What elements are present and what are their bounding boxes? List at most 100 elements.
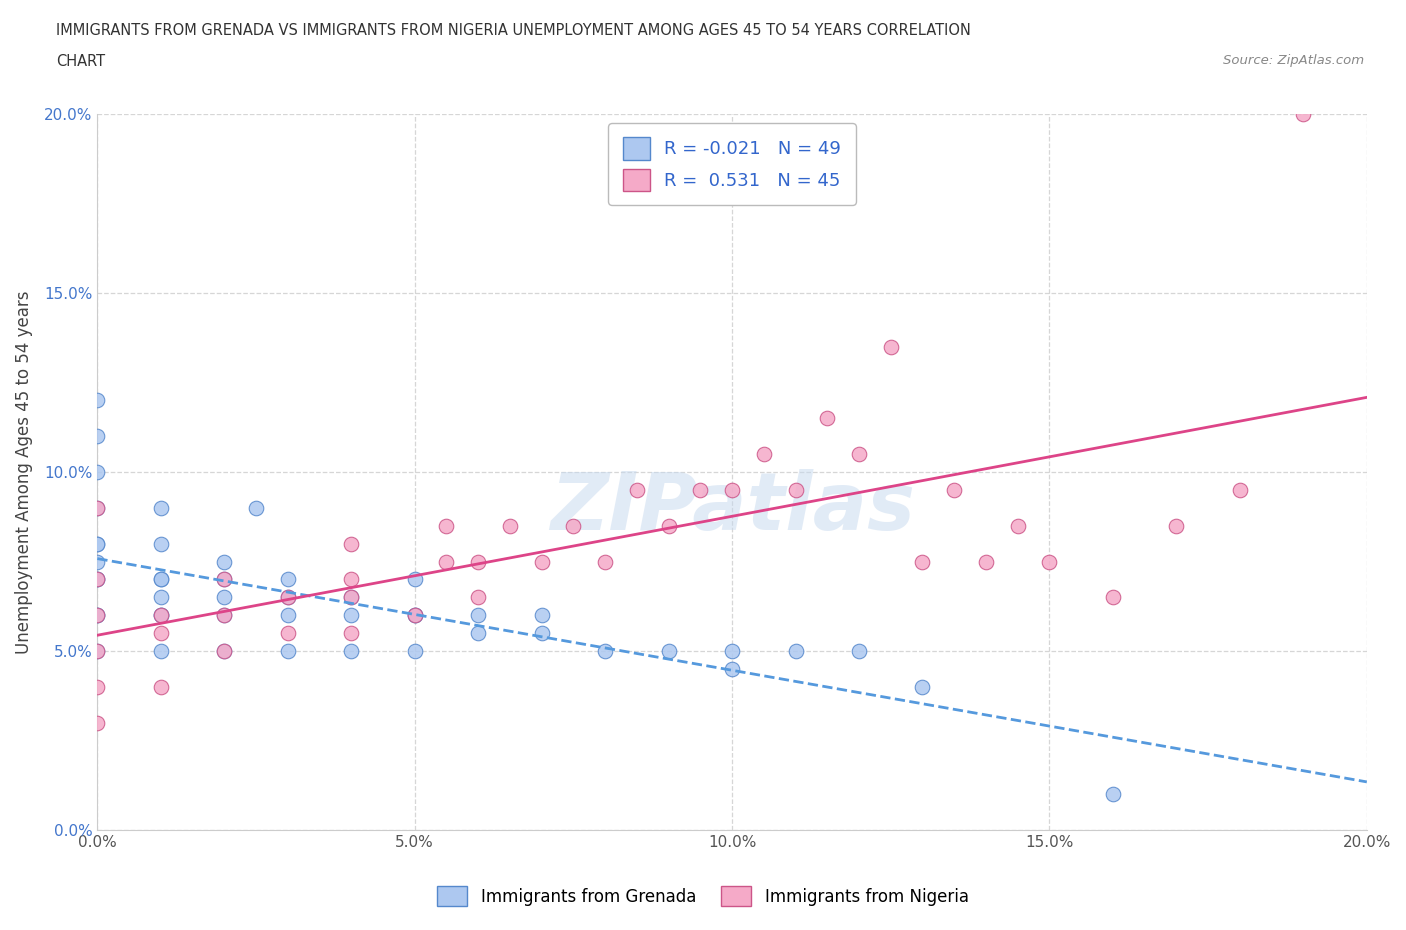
Point (752, 446, 775, 461)
Point (340, 590, 363, 604)
Point (149, 537, 172, 551)
Point (277, 590, 299, 604)
Point (436, 518, 458, 533)
Point (340, 537, 363, 551)
Point (785, 644, 807, 658)
Point (214, 572, 236, 587)
Point (277, 572, 299, 587)
Point (404, 572, 426, 587)
Point (86, 680, 108, 695)
Point (86, 572, 108, 587)
Point (86, 644, 108, 658)
Point (340, 572, 363, 587)
Point (277, 644, 299, 658)
Text: Source: ZipAtlas.com: Source: ZipAtlas.com (1223, 54, 1364, 67)
Point (214, 644, 236, 658)
Point (277, 626, 299, 641)
Point (86, 429, 108, 444)
Point (149, 680, 172, 695)
Point (149, 626, 172, 641)
Point (86, 608, 108, 623)
Point (149, 572, 172, 587)
Point (404, 608, 426, 623)
Y-axis label: Unemployment Among Ages 45 to 54 years: Unemployment Among Ages 45 to 54 years (15, 290, 32, 654)
Point (214, 608, 236, 623)
Point (86, 572, 108, 587)
Point (911, 554, 934, 569)
Legend: R = -0.021   N = 49, R =  0.531   N = 45: R = -0.021 N = 49, R = 0.531 N = 45 (609, 123, 856, 205)
Point (149, 608, 172, 623)
Point (214, 572, 236, 587)
Point (86, 715, 108, 730)
Point (340, 608, 363, 623)
Point (86, 608, 108, 623)
Point (86, 500, 108, 515)
Point (467, 590, 489, 604)
Point (86, 537, 108, 551)
Point (815, 411, 838, 426)
Point (214, 554, 236, 569)
Point (404, 608, 426, 623)
Point (658, 518, 681, 533)
Point (530, 626, 553, 641)
Point (149, 500, 172, 515)
Text: CHART: CHART (56, 54, 105, 69)
Text: ZIPatlas: ZIPatlas (550, 469, 914, 547)
Point (530, 554, 553, 569)
Point (149, 590, 172, 604)
Point (340, 644, 363, 658)
Point (658, 644, 681, 658)
Legend: Immigrants from Grenada, Immigrants from Nigeria: Immigrants from Grenada, Immigrants from… (430, 880, 976, 912)
Point (1038, 554, 1060, 569)
Point (974, 554, 997, 569)
Point (1102, 787, 1125, 802)
Point (404, 608, 426, 623)
Point (562, 518, 585, 533)
Point (214, 590, 236, 604)
Point (689, 483, 711, 498)
Point (721, 644, 744, 658)
Point (149, 608, 172, 623)
Point (626, 483, 648, 498)
Point (467, 626, 489, 641)
Point (404, 644, 426, 658)
Point (340, 590, 363, 604)
Point (1007, 518, 1029, 533)
Point (214, 644, 236, 658)
Point (86, 554, 108, 569)
Point (1102, 590, 1125, 604)
Point (880, 339, 903, 354)
Point (149, 644, 172, 658)
Point (277, 608, 299, 623)
Point (467, 608, 489, 623)
Point (86, 465, 108, 480)
Point (86, 572, 108, 587)
Point (848, 644, 870, 658)
Point (593, 554, 616, 569)
Point (277, 590, 299, 604)
Point (86, 500, 108, 515)
Point (911, 680, 934, 695)
Point (436, 554, 458, 569)
Point (1166, 518, 1188, 533)
Point (86, 537, 108, 551)
Point (149, 572, 172, 587)
Point (721, 661, 744, 676)
Point (214, 608, 236, 623)
Point (499, 518, 522, 533)
Point (467, 554, 489, 569)
Point (86, 644, 108, 658)
Point (1229, 483, 1251, 498)
Point (530, 608, 553, 623)
Point (245, 500, 267, 515)
Point (593, 644, 616, 658)
Point (149, 608, 172, 623)
Point (785, 483, 807, 498)
Point (86, 393, 108, 408)
Point (1292, 107, 1315, 122)
Text: IMMIGRANTS FROM GRENADA VS IMMIGRANTS FROM NIGERIA UNEMPLOYMENT AMONG AGES 45 TO: IMMIGRANTS FROM GRENADA VS IMMIGRANTS FR… (56, 23, 972, 38)
Point (721, 483, 744, 498)
Point (86, 608, 108, 623)
Point (848, 446, 870, 461)
Point (340, 626, 363, 641)
